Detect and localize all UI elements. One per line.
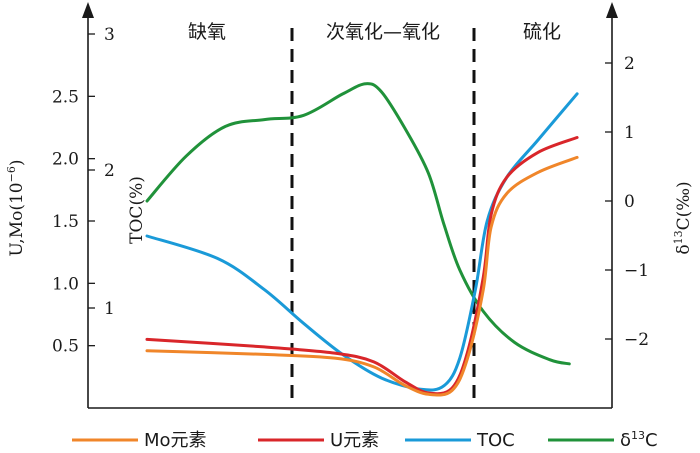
series-line <box>145 136 579 396</box>
legend-label: δ13C <box>620 429 658 451</box>
left-axis-tick-label: 2.0 <box>52 150 79 170</box>
zone-label: 缺氧 <box>188 21 226 43</box>
right-axis-title-superscript: 13 <box>672 230 685 244</box>
zone-label: 硫化 <box>523 21 561 43</box>
toc-axis-tick-label: 1 <box>104 299 115 319</box>
toc-axis-title: TOC(%) <box>127 176 147 244</box>
legend: Mo元素 U元素 TOC δ13C <box>72 429 658 451</box>
left-axis-title-exponent: −6 <box>5 166 18 182</box>
right-axis-tick-label: 1 <box>624 123 635 143</box>
left-axis-tick-label: 0.5 <box>52 337 79 357</box>
left-axis-tick-label: 1.0 <box>52 274 79 294</box>
zone-labels: 缺氧 次氧化—氧化 硫化 <box>188 21 561 43</box>
axes-layer: 0.5 1.0 1.5 2.0 2.5 U,Mo(10−6) 1 2 3 TOC(%) 2 1 0 −1 −… <box>5 2 694 409</box>
legend-label: U元素 <box>330 430 379 451</box>
left-axis-tick-label: 1.5 <box>52 212 79 232</box>
toc-axis-tick-label: 3 <box>104 25 115 45</box>
series-line <box>145 92 579 392</box>
right-axis-tick-label: −2 <box>624 330 649 350</box>
zone-label: 次氧化—氧化 <box>326 21 440 43</box>
right-axis-title-delta: δ <box>674 244 694 254</box>
series-line <box>145 82 571 366</box>
right-axis-tick-label: 2 <box>624 54 635 74</box>
zone-dividers <box>290 28 476 406</box>
left-axis-tick-label: 2.5 <box>52 87 79 107</box>
legend-superscript: 13 <box>631 429 645 442</box>
left-axis-title: U,Mo(10−6) <box>5 160 27 257</box>
right-axis-title: δ13C(‰) <box>672 181 694 254</box>
series-line <box>145 155 579 397</box>
legend-element: C <box>645 430 658 451</box>
legend-delta: δ <box>620 430 631 451</box>
right-axis-tick-label: 0 <box>624 192 635 212</box>
legend-label: Mo元素 <box>144 430 207 451</box>
left-axis-arrow <box>82 2 94 18</box>
right-axis-arrow <box>606 2 618 18</box>
legend-label: TOC <box>476 430 515 451</box>
right-axis-title-unit: C(‰) <box>674 181 694 230</box>
right-axis-tick-label: −1 <box>624 261 649 281</box>
series-lines <box>145 82 579 397</box>
left-axis-title-end: ) <box>7 160 27 167</box>
toc-axis-tick-label: 2 <box>104 161 115 181</box>
left-axis-title-main: U,Mo(10 <box>7 182 27 256</box>
